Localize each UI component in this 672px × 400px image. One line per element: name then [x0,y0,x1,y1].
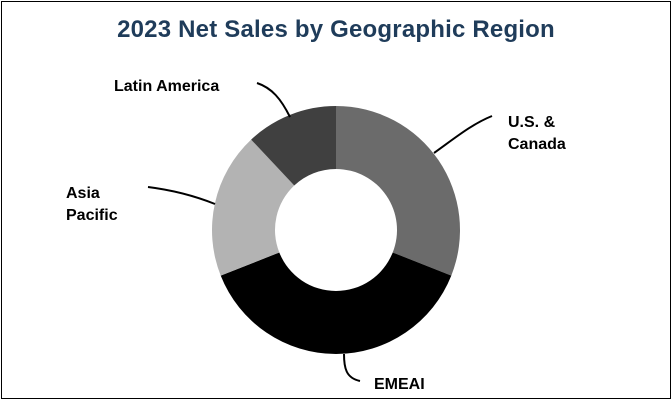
label-asia-pacific: Asia Pacific [66,185,118,224]
leader-latin-america [256,82,291,118]
slice-asia-pacific [212,139,295,276]
label-emeai: EMEAI [374,376,425,393]
label-latin-america: Latin America [114,78,219,95]
label-us-canada: U.S. & Canada [508,114,566,153]
leader-asia-pacific [147,186,216,205]
leader-us-canada [433,115,493,154]
leader-lines [147,82,493,382]
leader-emeai [343,353,361,382]
slice-us-canada [336,106,460,276]
chart-title: 2023 Net Sales by Geographic Region [117,16,555,43]
slice-latin-america [251,106,336,186]
donut-slices [212,106,460,354]
slice-emeai [220,252,452,354]
